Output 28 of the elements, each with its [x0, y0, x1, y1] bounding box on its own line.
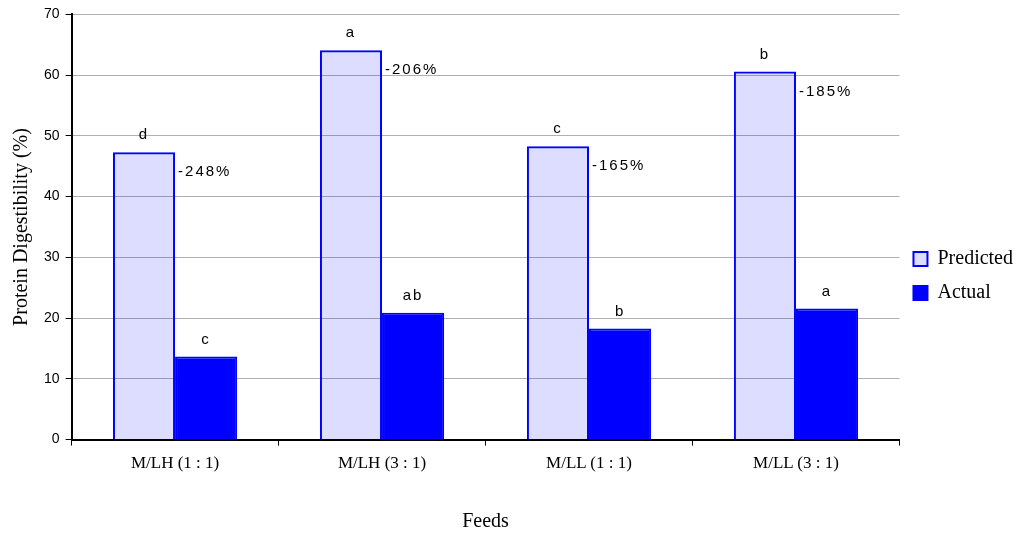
annotation: b [759, 44, 771, 62]
annotation: d [138, 125, 150, 143]
y-tick-label: 30 [43, 248, 60, 265]
annotation: c [201, 329, 211, 347]
y-tick-label: 70 [43, 5, 60, 22]
annotation: -206% [385, 60, 439, 78]
y-tick-label: 40 [43, 187, 60, 204]
annotation: -165% [592, 156, 646, 174]
annotation: -248% [178, 162, 232, 180]
annotation: a [821, 281, 833, 299]
y-tick-label: 50 [43, 126, 60, 143]
x-axis-title: Feeds [462, 509, 510, 532]
annotation: c [553, 119, 563, 137]
y-tick-label: 0 [51, 430, 60, 447]
y-tick-label: 60 [43, 66, 60, 82]
annotation: a [345, 23, 357, 41]
legend-label: Predicted [937, 246, 1013, 269]
legend-label: Actual [937, 280, 992, 303]
annotation: b [614, 301, 626, 319]
y-tick-label: 10 [43, 369, 60, 386]
annotation: -185% [798, 81, 853, 99]
x-tick-label: M/LH (3 : 1) [337, 453, 427, 473]
x-tick-label: M/LH (1 : 1) [130, 453, 220, 473]
x-tick-label: M/LL (3 : 1) [753, 453, 839, 473]
x-tick-label: M/LL (1 : 1) [546, 453, 632, 473]
y-tick-label: 20 [43, 308, 60, 325]
y-axis-title: Protein Digestibility (%) [9, 128, 33, 326]
annotation: ab [402, 285, 424, 303]
